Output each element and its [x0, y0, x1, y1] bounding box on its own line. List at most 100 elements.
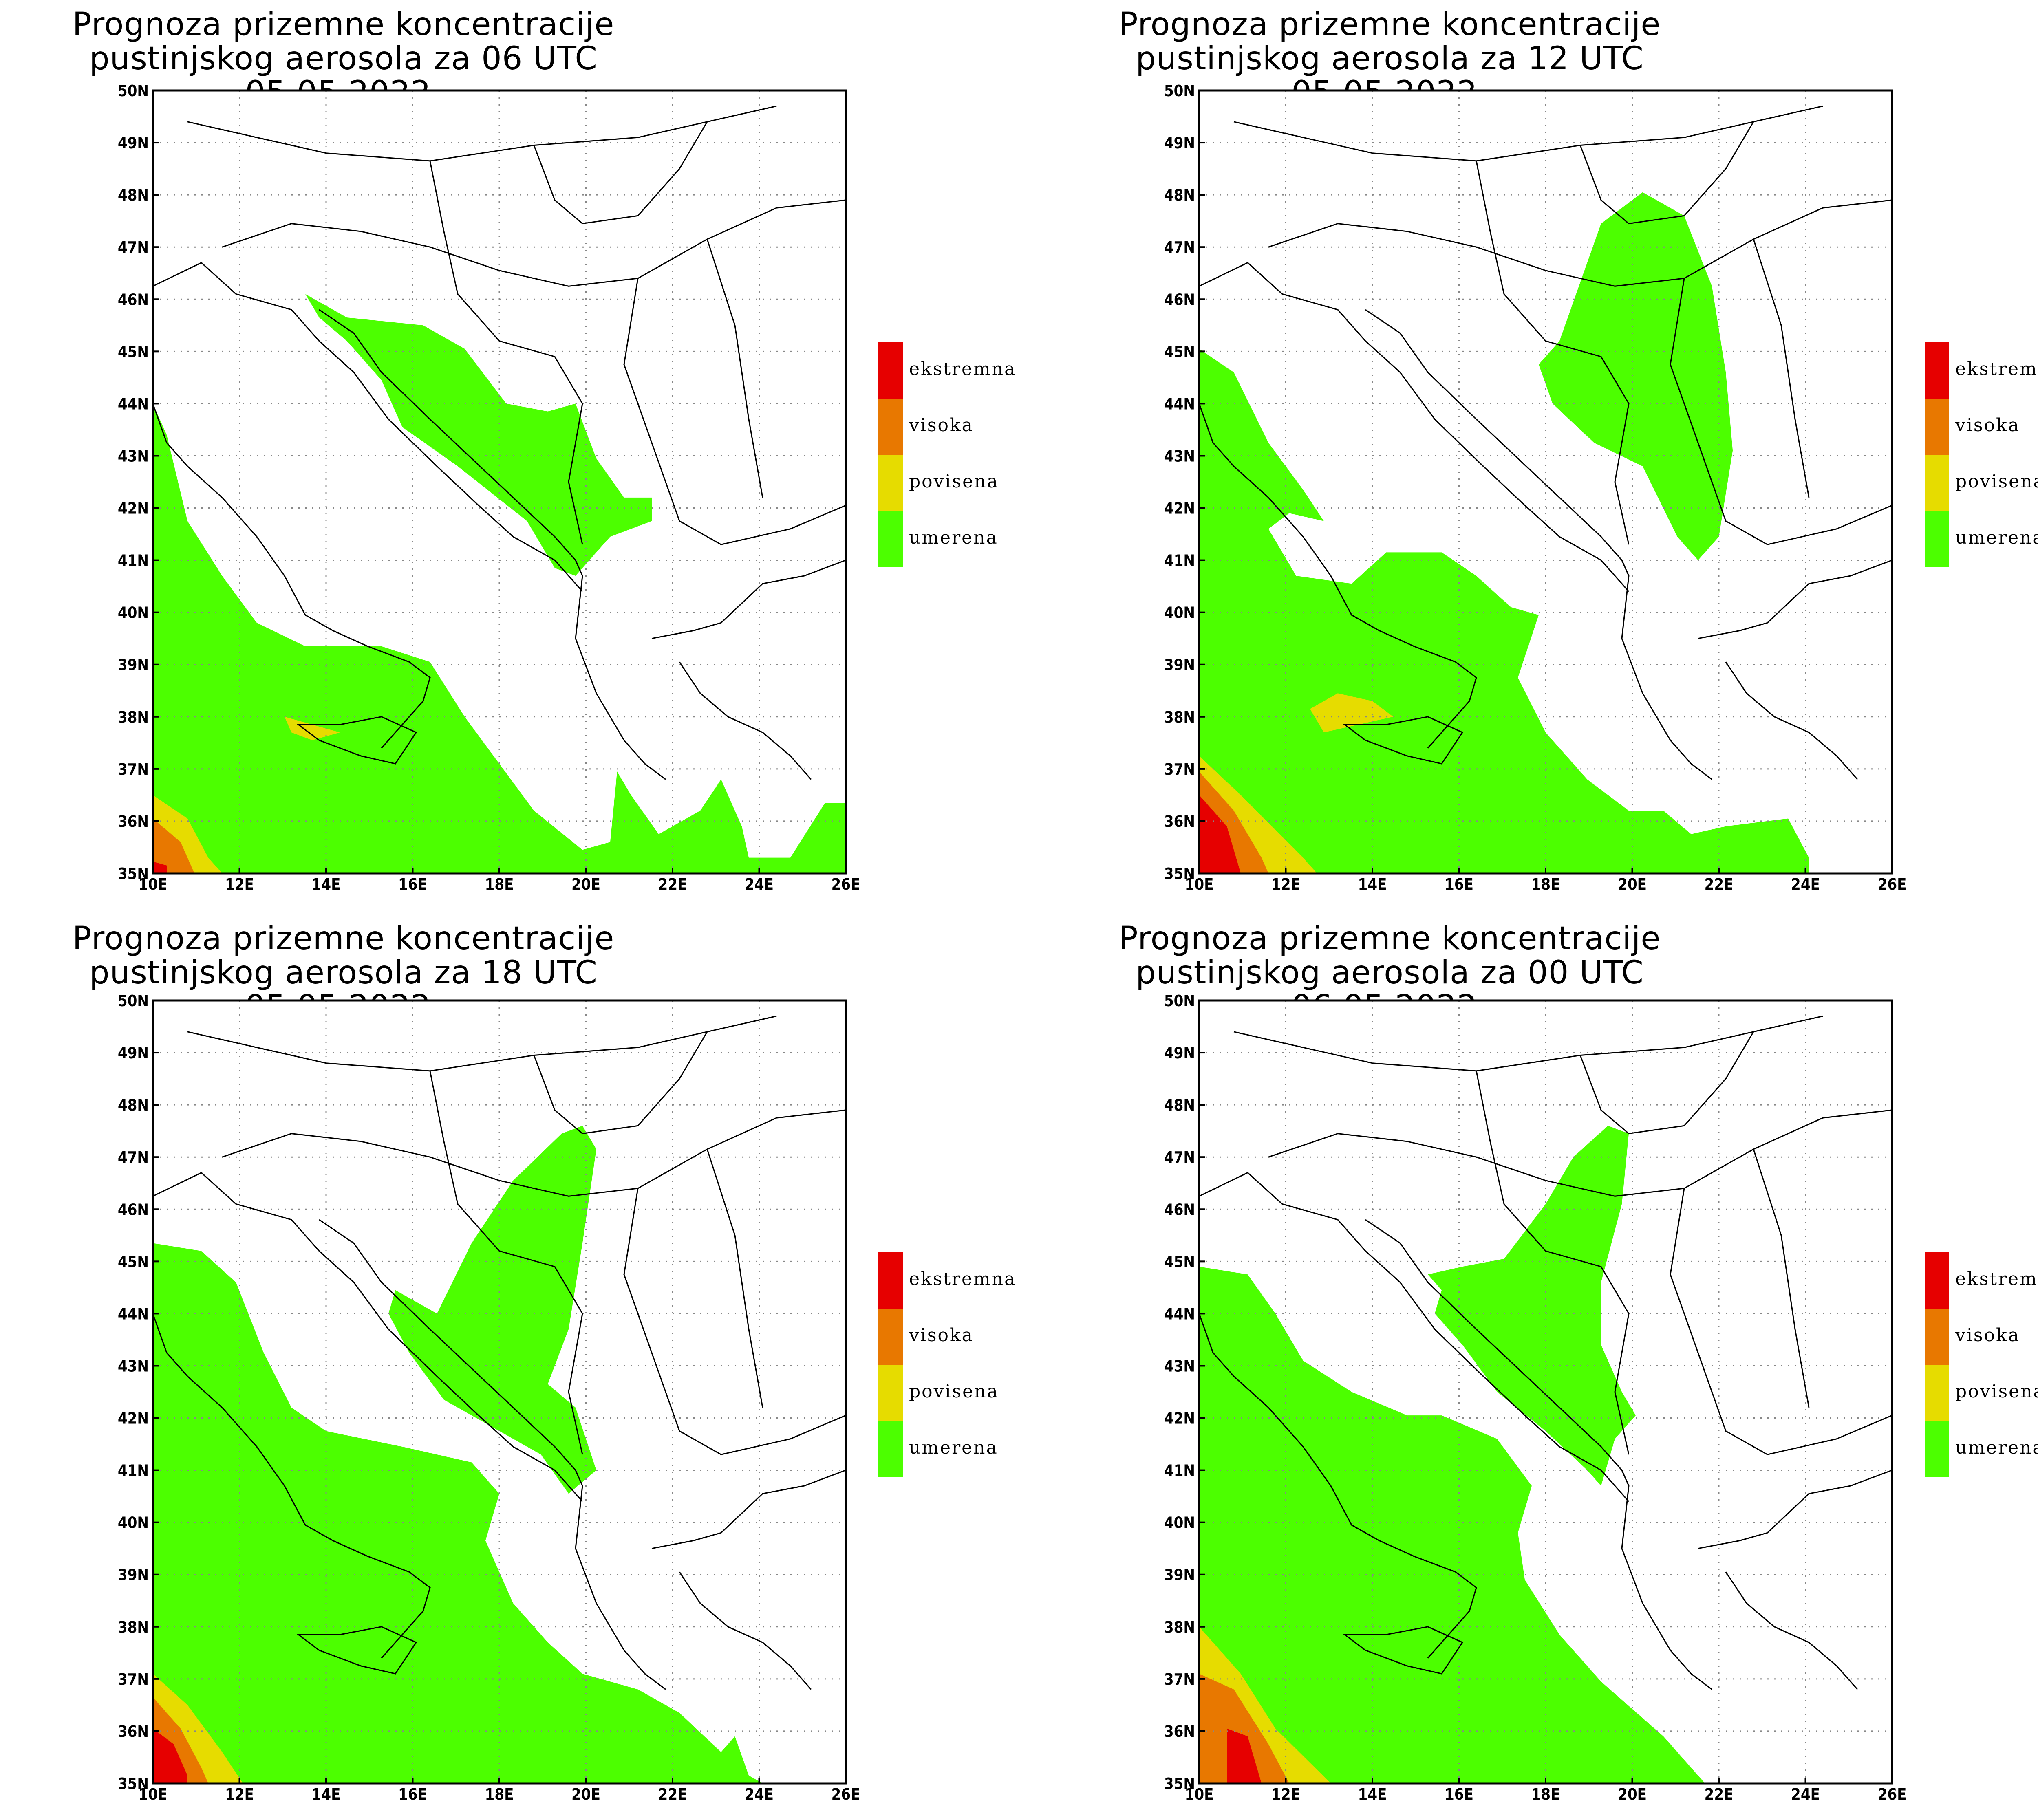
legend-label-umerena: umerena: [1955, 1437, 2038, 1458]
coastline-border: [153, 262, 583, 592]
lon-tick-label: 10E: [1185, 875, 1214, 893]
coastline-border: [1670, 1188, 1892, 1455]
lon-tick-label: 18E: [485, 1785, 514, 1803]
coastline-border: [1343, 1626, 1464, 1675]
legend-label-visoka: visoka: [909, 1325, 974, 1346]
legend-swatch-ekstremna: [1925, 1252, 1949, 1309]
legend-label-umerena: umerena: [1955, 527, 2038, 548]
lat-tick-label: 50N: [1164, 992, 1195, 1010]
lat-tick-label: 49N: [1164, 134, 1195, 152]
legend-swatch-visoka: [1925, 1309, 1949, 1365]
lon-tick-label: 18E: [1531, 875, 1560, 893]
lat-tick-label: 36N: [1164, 813, 1195, 831]
lon-tick-label: 22E: [1705, 1785, 1734, 1803]
lon-tick-label: 14E: [1358, 1785, 1387, 1803]
coastline-border: [296, 1626, 417, 1675]
lat-tick-label: 49N: [1164, 1044, 1195, 1062]
lon-tick-label: 12E: [225, 1785, 254, 1803]
legend-label-ekstremna: ekstremna: [1955, 359, 2038, 379]
visoka-area: [1199, 1674, 1289, 1783]
coastline-border: [1476, 1071, 1630, 1455]
legend-swatch-umerena: [1925, 511, 1949, 567]
lat-tick-label: 46N: [118, 1201, 149, 1218]
coastline-border: [1199, 403, 1477, 749]
umerena-area: [1199, 348, 1809, 873]
lat-tick-label: 43N: [118, 447, 149, 465]
umerena-area: [1428, 1126, 1636, 1486]
ekstremna-area: [1227, 1728, 1262, 1783]
coastline-border: [1268, 199, 1892, 287]
lat-tick-label: 35N: [1164, 865, 1195, 883]
lat-tick-label: 40N: [1164, 1514, 1195, 1532]
coastline-border: [651, 560, 846, 639]
lon-tick-label: 26E: [832, 1785, 860, 1803]
lon-tick-label: 10E: [139, 875, 168, 893]
lat-tick-label: 41N: [1164, 552, 1195, 570]
legend-label-visoka: visoka: [909, 415, 974, 436]
lat-tick-label: 41N: [118, 552, 149, 570]
lat-tick-label: 45N: [1164, 343, 1195, 361]
lat-tick-label: 48N: [118, 186, 149, 204]
coastline-border: [623, 1188, 846, 1455]
coastline-border: [222, 199, 846, 287]
lat-tick-label: 36N: [1164, 1723, 1195, 1741]
lat-tick-label: 35N: [1164, 1775, 1195, 1793]
coastline-border: [533, 1031, 708, 1135]
coastline-border: [1199, 1172, 1630, 1502]
lon-tick-label: 14E: [312, 875, 341, 893]
lat-tick-label: 41N: [118, 1462, 149, 1480]
title-line-1: Prognoza prizemne koncentracije: [1118, 920, 1661, 957]
lat-tick-label: 45N: [118, 343, 149, 361]
map-layers: [153, 90, 846, 873]
legend-label-ekstremna: ekstremna: [909, 1269, 1017, 1289]
lon-tick-label: 18E: [485, 875, 514, 893]
legend-label-visoka: visoka: [1955, 415, 2020, 436]
lat-tick-label: 35N: [118, 1775, 149, 1793]
lat-tick-label: 40N: [118, 604, 149, 622]
lon-tick-label: 24E: [1791, 875, 1820, 893]
lat-tick-label: 47N: [1164, 238, 1195, 256]
lat-tick-label: 46N: [118, 291, 149, 308]
coastline-border: [1579, 121, 1754, 225]
visoka-area: [153, 818, 194, 873]
lat-tick-label: 38N: [1164, 708, 1195, 726]
umerena-area: [153, 1243, 763, 1783]
coastline-border: [1725, 1571, 1858, 1690]
lon-tick-label: 16E: [1445, 1785, 1473, 1803]
coastline-border: [153, 403, 431, 749]
lon-tick-label: 24E: [1791, 1785, 1820, 1803]
legend-label-ekstremna: ekstremna: [1955, 1269, 2038, 1289]
lat-tick-label: 39N: [1164, 656, 1195, 674]
lon-tick-label: 26E: [832, 875, 860, 893]
coastline-border: [1233, 1015, 1823, 1072]
lon-tick-label: 20E: [1618, 1785, 1647, 1803]
lat-tick-label: 37N: [1164, 760, 1195, 778]
lat-tick-label: 42N: [1164, 1410, 1195, 1428]
title-line-1: Prognoza prizemne koncentracije: [72, 920, 615, 957]
lat-tick-label: 45N: [118, 1253, 149, 1271]
coastline-border: [1365, 309, 1712, 780]
legend-swatch-visoka: [878, 399, 903, 455]
legend-label-povisena: povisena: [1955, 471, 2038, 492]
legend-swatch-povisena: [878, 1365, 903, 1421]
legend-label-visoka: visoka: [1955, 1325, 2020, 1346]
lat-tick-label: 36N: [118, 1723, 149, 1741]
lon-tick-label: 16E: [398, 875, 427, 893]
lon-tick-label: 12E: [1271, 875, 1300, 893]
lat-tick-label: 48N: [1164, 186, 1195, 204]
lat-tick-label: 45N: [1164, 1253, 1195, 1271]
legend-swatch-povisena: [1925, 455, 1949, 511]
lon-tick-label: 20E: [571, 875, 600, 893]
legend-label-umerena: umerena: [909, 1437, 998, 1458]
map-layers: [153, 1000, 846, 1783]
lon-tick-label: 26E: [1878, 875, 1907, 893]
ekstremna-area: [153, 862, 167, 873]
coastline-border: [651, 1470, 846, 1549]
lat-tick-label: 42N: [118, 1410, 149, 1428]
lat-tick-label: 39N: [1164, 1566, 1195, 1584]
lat-tick-label: 38N: [1164, 1618, 1195, 1636]
lat-tick-label: 44N: [118, 1305, 149, 1323]
lon-tick-label: 26E: [1878, 1785, 1907, 1803]
map-layers: [1199, 90, 1892, 873]
coastline-border: [153, 1313, 431, 1659]
